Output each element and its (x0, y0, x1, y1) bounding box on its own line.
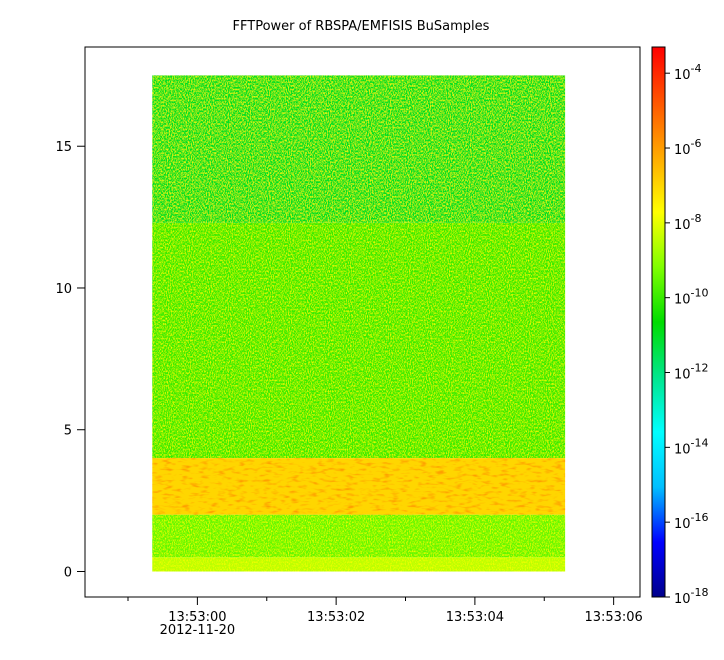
x-tick-sublabel: 2012-11-20 (160, 623, 236, 638)
colorbar-tick-label: 10-8 (674, 212, 702, 233)
x-tick-label: 13:53:04 (446, 610, 504, 625)
heatmap-region (152, 514, 566, 558)
plot-frame (84, 46, 641, 598)
x-tick-label: 13:53:06 (584, 610, 642, 625)
colorbar: 10-4 10-6 10-8 10-10 10-12 10-14 10-16 10-18 (651, 46, 709, 607)
y-tick-label: 5 (64, 424, 72, 439)
colorbar-tick-label: 10-18 (674, 586, 709, 607)
y-tick-label: 0 (64, 565, 72, 580)
x-tick-label: 13:53:00 (168, 610, 226, 625)
colorbar-tick-label: 10-12 (674, 362, 709, 383)
x-tick-label: 13:53:02 (307, 610, 365, 625)
plot-area (152, 75, 566, 572)
colorbar-tick-label: 10-14 (674, 436, 709, 457)
chart-title: FFTPower of RBSPA/EMFISIS BuSamples (233, 19, 490, 34)
heatmap-region (152, 557, 566, 572)
heatmap-region (152, 75, 566, 223)
colorbar-tick-label: 10-10 (674, 287, 709, 308)
y-tick-label: 15 (55, 140, 72, 155)
colorbar-gradient (651, 46, 666, 598)
colorbar-tick-label: 10-16 (674, 511, 709, 532)
heatmap-region (152, 458, 566, 515)
y-axis: 0 5 10 15 (55, 140, 85, 580)
y-tick-label: 10 (55, 282, 72, 297)
heatmap-region (152, 222, 566, 459)
colorbar-tick-label: 10-4 (674, 62, 702, 83)
colorbar-tick-label: 10-6 (674, 137, 702, 158)
